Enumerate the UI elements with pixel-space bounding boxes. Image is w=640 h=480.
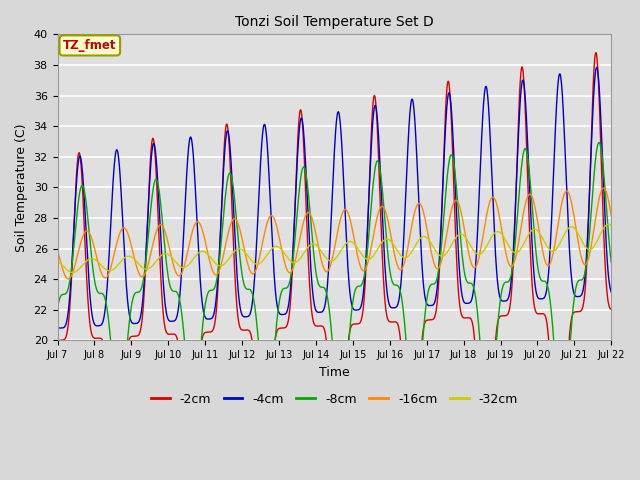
-4cm [511, 219, 518, 225]
-16cm [600, 185, 607, 191]
-32cm [604, 221, 612, 227]
-8cm [511, 249, 518, 255]
-32cm [68, 270, 76, 276]
Line: -32cm: -32cm [58, 224, 611, 273]
-16cm [271, 218, 279, 224]
-2cm [284, 318, 292, 324]
-32cm [511, 250, 518, 255]
-4cm [56, 325, 64, 331]
-2cm [592, 50, 600, 56]
-32cm [271, 244, 279, 250]
-4cm [593, 65, 600, 71]
-16cm [177, 273, 184, 278]
-2cm [607, 307, 615, 312]
-2cm [511, 235, 518, 240]
-4cm [177, 288, 184, 294]
-2cm [271, 340, 278, 346]
Line: -4cm: -4cm [58, 68, 611, 328]
-8cm [284, 283, 292, 289]
-32cm [559, 235, 566, 241]
Y-axis label: Soil Temperature (C): Soil Temperature (C) [15, 123, 28, 252]
-8cm [271, 341, 278, 347]
-4cm [271, 286, 279, 291]
-16cm [559, 198, 566, 204]
-32cm [420, 234, 428, 240]
-32cm [607, 223, 615, 228]
-16cm [285, 269, 292, 275]
-4cm [54, 324, 61, 329]
-8cm [176, 298, 184, 304]
-16cm [420, 210, 428, 216]
-32cm [177, 264, 184, 269]
-32cm [54, 259, 61, 264]
-2cm [54, 338, 61, 344]
-4cm [285, 302, 292, 308]
-16cm [511, 258, 518, 264]
-8cm [559, 412, 566, 418]
-8cm [419, 331, 427, 337]
Line: -8cm: -8cm [58, 143, 611, 416]
-4cm [420, 283, 428, 289]
Line: -2cm: -2cm [58, 53, 611, 480]
-8cm [595, 140, 603, 145]
-32cm [285, 256, 292, 262]
-16cm [54, 248, 61, 253]
X-axis label: Time: Time [319, 366, 350, 379]
-4cm [559, 93, 566, 99]
-8cm [54, 305, 61, 311]
-2cm [176, 356, 184, 361]
-4cm [607, 289, 615, 295]
-2cm [419, 327, 427, 333]
Title: Tonzi Soil Temperature Set D: Tonzi Soil Temperature Set D [235, 15, 434, 29]
Text: TZ_fmet: TZ_fmet [63, 39, 116, 52]
-16cm [65, 276, 72, 282]
Line: -16cm: -16cm [58, 188, 611, 279]
-8cm [558, 413, 566, 419]
-16cm [607, 213, 615, 218]
Legend: -2cm, -4cm, -8cm, -16cm, -32cm: -2cm, -4cm, -8cm, -16cm, -32cm [146, 388, 523, 411]
-8cm [607, 259, 615, 265]
